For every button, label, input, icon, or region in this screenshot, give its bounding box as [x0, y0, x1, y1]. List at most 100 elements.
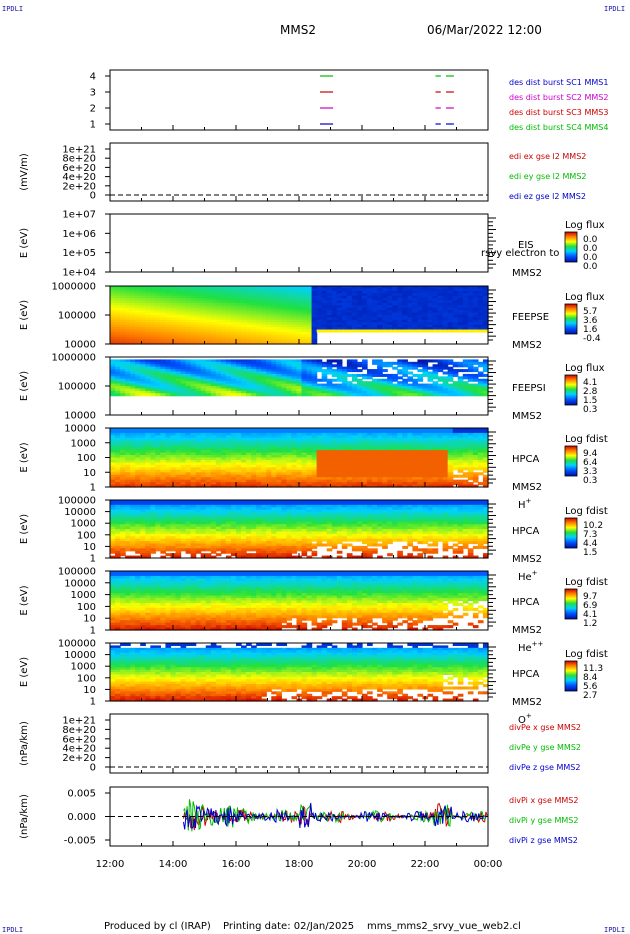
heatmap-cell-hpca_he	[140, 529, 146, 533]
heatmap-cell-feepse	[377, 298, 383, 302]
heatmap-cell-feepse	[321, 290, 328, 294]
heatmap-cell-feepsi	[225, 388, 232, 392]
heatmap-cell-hpca_h	[281, 432, 287, 436]
heatmap-cell-hpca_h	[195, 430, 202, 434]
heatmap-cell-feepse	[120, 327, 126, 331]
heatmap-cell-feepsi	[442, 378, 449, 382]
heatmap-cell-feepse	[301, 302, 308, 306]
heatmap-cell-hpca_h	[281, 430, 287, 434]
heatmap-cell-feepse	[462, 317, 469, 321]
heatmap-cell-feepsi	[372, 371, 378, 375]
heatmap-cell-feepse	[165, 298, 172, 302]
heatmap-cell-hpca_h	[367, 472, 373, 476]
heatmap-cell-hpca_h	[215, 457, 222, 461]
heatmap-cell-feepse	[387, 310, 393, 314]
heatmap-cell-feepse	[417, 312, 424, 316]
heatmap-cell-hpca_he	[130, 519, 136, 523]
heatmap-cell-feepse	[452, 319, 459, 323]
heatmap-cell-feepsi	[261, 373, 267, 377]
heatmap-cell-feepse	[296, 322, 303, 326]
heatmap-cell-feepsi	[195, 386, 202, 390]
heatmap-cell-feepsi	[356, 369, 363, 373]
heatmap-cell-feepse	[462, 312, 469, 316]
heatmap-cell-feepse	[145, 298, 151, 302]
heatmap-cell-feepse	[200, 312, 207, 316]
heatmap-cell-feepsi	[266, 390, 272, 394]
heatmap-cell-feepsi	[412, 378, 419, 382]
heatmap-cell-feepse	[236, 324, 242, 328]
heatmap-cell-feepse	[150, 295, 156, 299]
heatmap-cell-feepse	[447, 298, 454, 302]
heatmap-cell-hpca_he	[145, 524, 151, 528]
heatmap-cell-hpca_h	[331, 462, 338, 466]
heatmap-cell-hpca_h	[467, 464, 474, 468]
heatmap-cell-hpca_h	[392, 457, 398, 461]
heatmap-cell-feepse	[135, 286, 141, 290]
heatmap-cell-hpca_he	[150, 514, 156, 518]
heatmap-cell-hpca_he	[135, 519, 141, 523]
heatmap-cell-feepse	[175, 319, 182, 323]
heatmap-cell-hpca_h	[140, 430, 146, 434]
heatmap-cell-feepsi	[165, 366, 172, 370]
heatmap-cell-feepse	[346, 286, 353, 290]
colorbar-value-feepse: 1.6	[583, 325, 598, 335]
heatmap-cell-hpca_h	[382, 457, 388, 461]
heatmap-cell-feepsi	[230, 376, 237, 380]
heatmap-cell-feepse	[356, 286, 363, 290]
heatmap-cell-hpca_h	[387, 432, 393, 436]
heatmap-cell-feepsi	[230, 369, 237, 373]
heatmap-cell-hpca_he	[155, 543, 161, 547]
heatmap-cell-hpca_h	[442, 462, 449, 466]
heatmap-cell-hpca_he	[115, 529, 121, 533]
heatmap-cell-feepsi	[220, 388, 227, 392]
heatmap-cell-hpca_h	[417, 430, 424, 434]
heatmap-cell-hpca_he	[125, 524, 131, 528]
heatmap-cell-hpca_h	[145, 428, 151, 432]
heatmap-cell-hpca_h	[200, 474, 207, 478]
heatmap-cell-feepsi	[462, 359, 469, 363]
heatmap-cell-feepsi	[422, 366, 429, 370]
heatmap-cell-hpca_h	[467, 442, 474, 446]
heatmap-cell-feepsi	[296, 388, 303, 392]
heatmap-cell-hpca_h	[170, 437, 177, 441]
heatmap-cell-hpca_h	[392, 477, 398, 481]
heatmap-cell-feepsi	[120, 378, 126, 382]
heatmap-cell-feepsi	[437, 390, 444, 394]
heatmap-cell-hpca_h	[160, 457, 167, 461]
heatmap-cell-hpca_h	[407, 469, 413, 473]
heatmap-cell-feepse	[291, 334, 298, 338]
heatmap-cell-feepse	[402, 319, 408, 323]
heatmap-cell-feepse	[351, 319, 358, 323]
heatmap-cell-hpca_h	[346, 435, 353, 439]
heatmap-cell-hpca_he	[135, 516, 141, 520]
heatmap-cell-hpca_he	[165, 514, 172, 518]
heatmap-cell-feepse	[326, 298, 333, 302]
heatmap-cell-hpca_h	[432, 474, 439, 478]
heatmap-cell-feepsi	[230, 371, 237, 375]
heatmap-cell-feepse	[200, 329, 207, 333]
heatmap-cell-hpca_h	[225, 428, 232, 432]
heatmap-cell-hpca_h	[230, 477, 237, 481]
heatmap-cell-hpca_h	[165, 479, 172, 483]
heatmap-cell-feepse	[185, 317, 192, 321]
heatmap-cell-hpca_h	[382, 442, 388, 446]
heatmap-cell-hpca_h	[261, 477, 267, 481]
heatmap-cell-feepse	[362, 310, 368, 314]
heatmap-cell-hpca_h	[412, 464, 419, 468]
heatmap-cell-hpca_h	[351, 437, 358, 441]
heatmap-cell-feepse	[341, 327, 348, 331]
heatmap-cell-hpca_h	[407, 447, 413, 451]
heatmap-cell-feepsi	[301, 381, 308, 385]
heatmap-cell-hpca_h	[175, 428, 182, 432]
heatmap-cell-feepse	[462, 329, 469, 333]
heatmap-cell-hpca_h	[236, 442, 242, 446]
heatmap-cell-hpca_h	[382, 464, 388, 468]
heatmap-cell-feepsi	[452, 361, 459, 365]
heatmap-cell-feepsi	[215, 390, 222, 394]
heatmap-cell-hpca_h	[175, 437, 182, 441]
heatmap-cell-hpca_h	[236, 447, 242, 451]
heatmap-cell-feepsi	[432, 376, 439, 380]
heatmap-cell-hpca_h	[110, 437, 116, 441]
heatmap-cell-hpca_h	[190, 459, 197, 464]
heatmap-cell-hpca_he	[160, 521, 167, 525]
